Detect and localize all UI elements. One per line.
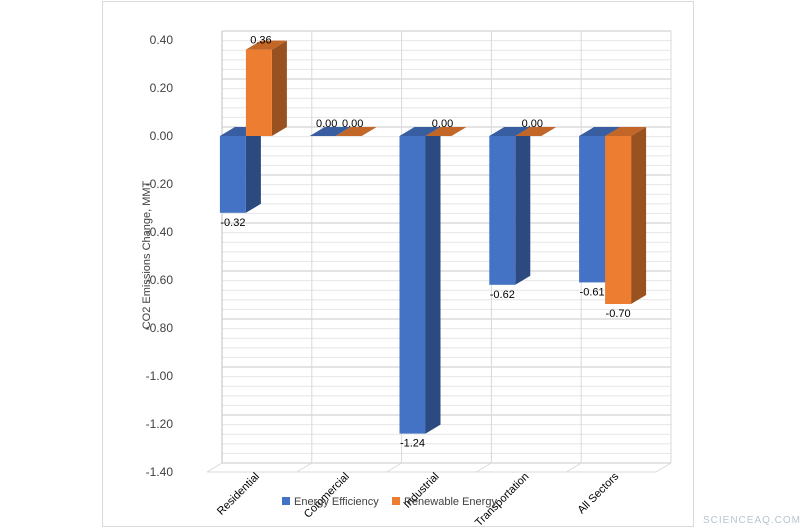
y-tick-label: -0.20	[146, 177, 174, 191]
data-labels: -0.32 0.36 0.00 0.00 -1.24 0.00 -0.62 0.00 -0.61…	[220, 35, 630, 450]
legend-item: Energy Efficiency	[282, 496, 379, 508]
data-label: 0.36	[250, 35, 271, 47]
bar-side	[245, 127, 261, 213]
bar-renewable-energy-transportation	[515, 127, 557, 136]
floor-divider	[655, 462, 672, 473]
bar-renewable-energy-industrial	[425, 127, 467, 136]
bar-top	[515, 127, 557, 136]
bar-renewable-energy-residential	[245, 40, 287, 136]
y-tick-label: -0.80	[146, 321, 174, 335]
y-tick-label: -1.40	[146, 465, 174, 479]
data-label: 0.00	[522, 118, 543, 130]
floor-divider	[476, 462, 492, 473]
y-axis-ticks: 0.40 0.20 0.00 -0.20 -0.40 -0.60 -0.80 -1.00 -1.…	[146, 33, 174, 479]
bar-renewable-energy-all-sectors	[605, 127, 647, 304]
floor-divider	[206, 462, 223, 473]
bar-top	[399, 127, 441, 136]
bar-front	[245, 49, 272, 136]
legend-label: Renewable Energy	[404, 496, 497, 508]
data-label: -1.24	[400, 438, 425, 450]
bar-top	[425, 127, 467, 136]
bar-side	[515, 127, 531, 285]
watermark: SCIENCEAQ.COM	[703, 515, 800, 526]
bar-top	[335, 127, 377, 136]
bar-energy-efficiency-industrial	[399, 127, 441, 434]
bar-front	[605, 136, 632, 304]
y-tick-label: -0.60	[146, 273, 174, 287]
bar-renewable-energy-commercial	[335, 127, 377, 136]
category-label: All Sectors	[576, 470, 622, 516]
data-label: 0.00	[316, 118, 337, 130]
bar-energy-efficiency-transportation	[489, 127, 531, 285]
data-label: 0.00	[342, 118, 363, 130]
bars	[219, 40, 647, 434]
y-tick-label: 0.20	[150, 81, 174, 95]
data-label: -0.32	[220, 217, 245, 229]
data-label: -0.70	[606, 308, 631, 320]
bar-energy-efficiency-commercial	[309, 127, 351, 136]
y-tick-label: -1.20	[146, 417, 174, 431]
data-label: -0.62	[490, 289, 515, 301]
legend: Energy Efficiency Renewable Energy	[282, 496, 497, 508]
floor-divider	[296, 462, 313, 473]
legend-item: Renewable Energy	[392, 496, 497, 508]
legend-label: Energy Efficiency	[294, 496, 379, 508]
bar-energy-efficiency-residential	[219, 127, 261, 213]
bar-front	[579, 136, 606, 283]
floor-divider	[386, 462, 402, 473]
category-label: Residential	[215, 471, 262, 518]
gridlines	[206, 30, 672, 473]
y-tick-label: 0.00	[150, 129, 174, 143]
bar-front	[219, 136, 246, 213]
y-tick-label: 0.40	[150, 33, 174, 47]
data-label: 0.00	[432, 118, 453, 130]
y-tick-label: -0.40	[146, 225, 174, 239]
bar-front	[489, 136, 516, 285]
bar-top	[605, 127, 647, 136]
floor-divider	[565, 462, 582, 473]
bar-top	[579, 127, 621, 136]
legend-swatch	[282, 497, 290, 505]
bar-top	[245, 40, 287, 50]
data-label: -0.61	[580, 286, 605, 298]
bar-side	[631, 127, 647, 304]
bar-top	[309, 127, 351, 136]
bar-side	[425, 127, 441, 434]
bar-top	[489, 127, 531, 136]
bar-front	[399, 136, 426, 434]
y-tick-label: -1.00	[146, 369, 174, 383]
legend-swatch	[392, 497, 400, 505]
y-axis-title: CO2 Emissions Change, MMT	[141, 180, 153, 329]
bar-side	[271, 40, 287, 136]
